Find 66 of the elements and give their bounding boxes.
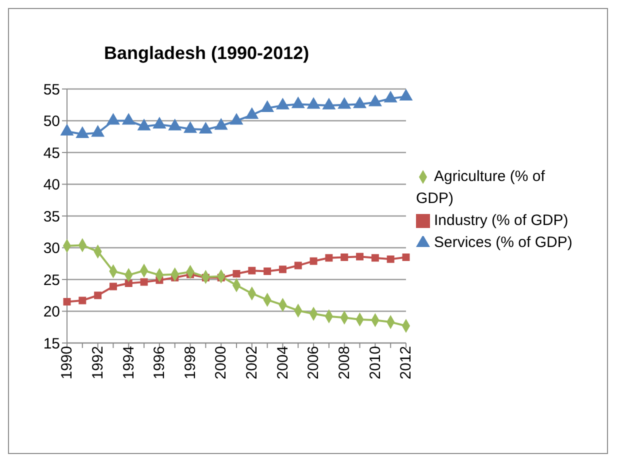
x-tick-label: 1990 xyxy=(58,346,76,380)
x-tick-label: 2012 xyxy=(398,346,415,380)
x-tick-label: 2004 xyxy=(274,346,292,380)
point xyxy=(386,255,394,263)
point xyxy=(260,100,274,112)
point xyxy=(214,118,228,130)
point xyxy=(292,96,305,108)
point xyxy=(353,96,366,108)
point xyxy=(246,108,258,119)
x-tick-label: 2006 xyxy=(305,346,322,380)
x-tick-label: 2002 xyxy=(244,346,261,380)
y-tick-label: 15 xyxy=(43,335,60,352)
point xyxy=(232,270,240,278)
point xyxy=(60,124,74,136)
point xyxy=(371,254,379,262)
point xyxy=(278,266,286,274)
point xyxy=(122,113,136,125)
y-tick-label: 55 xyxy=(43,81,60,98)
point xyxy=(340,254,348,262)
point xyxy=(109,282,117,290)
y-tick-label: 20 xyxy=(43,304,60,321)
legend-label: Services (% of GDP) xyxy=(434,234,572,251)
point xyxy=(402,254,410,262)
point xyxy=(140,278,148,286)
y-tick-label: 40 xyxy=(43,176,60,194)
point xyxy=(94,292,102,300)
x-tick-label: 1996 xyxy=(151,346,168,380)
point xyxy=(368,95,382,106)
point xyxy=(310,257,318,265)
x-tick-label: 2008 xyxy=(336,346,354,380)
point xyxy=(138,119,150,130)
legend-label: Industry (% of GDP) xyxy=(434,212,568,229)
y-tick-label: 30 xyxy=(43,240,60,258)
point xyxy=(153,117,166,128)
x-tick-label: 1994 xyxy=(120,346,138,380)
x-tick-label: 2000 xyxy=(212,346,230,380)
point xyxy=(400,89,412,101)
point xyxy=(91,126,104,137)
point xyxy=(63,298,71,306)
point xyxy=(322,98,336,110)
point xyxy=(294,262,302,270)
point xyxy=(76,126,89,138)
x-tick-label: 1998 xyxy=(182,346,199,380)
point xyxy=(325,254,333,262)
y-tick-label: 45 xyxy=(43,144,60,162)
point xyxy=(199,122,212,134)
point xyxy=(124,280,132,288)
point xyxy=(168,119,182,130)
point xyxy=(248,266,256,274)
point xyxy=(384,91,397,102)
y-tick-label: 25 xyxy=(43,272,60,289)
x-tick-label: 1992 xyxy=(89,346,106,380)
legend-label: Agriculture (% of GDP) xyxy=(416,168,545,207)
point xyxy=(230,113,243,125)
point xyxy=(356,252,364,260)
y-tick-label: 50 xyxy=(43,113,60,130)
point xyxy=(276,98,290,110)
point xyxy=(264,268,272,275)
point xyxy=(307,98,320,109)
chart-title: Bangladesh (1990-2012) xyxy=(104,43,310,64)
x-tick-label: 2010 xyxy=(366,346,384,380)
point xyxy=(338,98,351,109)
y-tick-label: 35 xyxy=(43,208,60,226)
point xyxy=(78,296,86,304)
point xyxy=(106,113,120,125)
point xyxy=(184,122,197,133)
